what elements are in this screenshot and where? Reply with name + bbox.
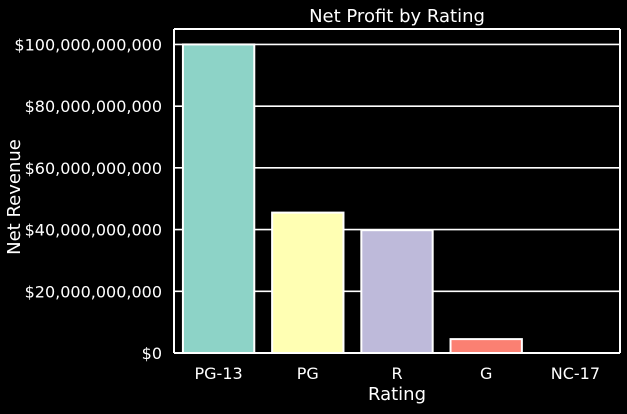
bar-pg-13 (181, 43, 256, 355)
y-tick-label: $0 (142, 344, 162, 363)
x-tick-label: PG (297, 364, 319, 383)
y-tick-labels: $0 $20,000,000,000 $40,000,000,000 $60,000,… (14, 35, 162, 363)
x-tick-label: R (391, 364, 402, 383)
x-tick-label: PG-13 (195, 364, 243, 383)
y-tick-label: $20,000,000,000 (25, 282, 162, 301)
x-tick-labels: PG-13 PG R G NC-17 (195, 364, 601, 383)
bars (181, 43, 523, 355)
y-tick-label: $40,000,000,000 (25, 221, 162, 240)
bar-pg (271, 211, 345, 354)
y-axis-label: Net Revenue (4, 139, 25, 255)
y-tick-label: $80,000,000,000 (25, 97, 162, 116)
y-tick-label: $100,000,000,000 (14, 35, 162, 54)
x-tick-label: G (480, 364, 492, 383)
bar-r (360, 229, 434, 354)
x-tick-label: NC-17 (551, 364, 600, 383)
bar-g (449, 338, 523, 355)
x-axis-label: Rating (368, 384, 426, 405)
chart-title: Net Profit by Rating (309, 6, 485, 27)
y-tick-label: $60,000,000,000 (25, 159, 162, 178)
axes (173, 28, 621, 354)
